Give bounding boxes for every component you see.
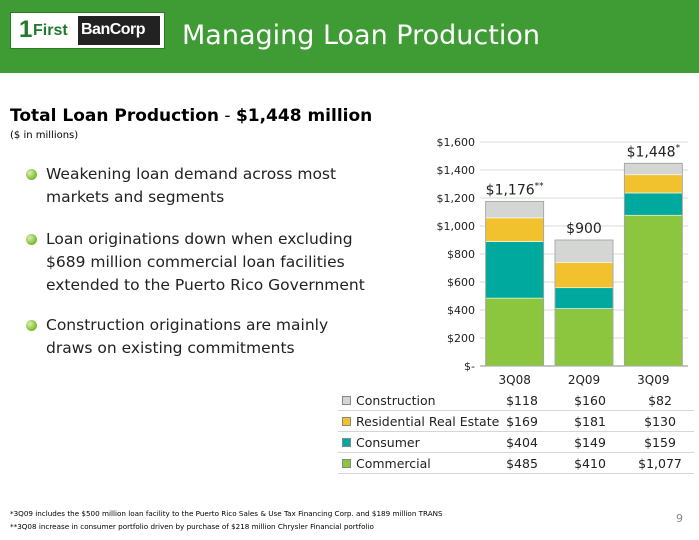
y-tick-label: $200 (447, 332, 475, 345)
logo-bancorp-background (78, 16, 160, 45)
bullet-text: Loan originations down when excluding $6… (46, 230, 365, 294)
table-row-construction: Construction $118 $160 $82 (338, 390, 694, 411)
header-bar: 1 First BanCorp Managing Loan Production (0, 0, 699, 73)
footnote-2: **3Q08 increase in consumer portfolio dr… (10, 522, 374, 531)
bar-outline (554, 239, 614, 367)
x-tick-label: 3Q08 (498, 373, 530, 387)
subtitle-amount: $1,448 million (235, 106, 373, 126)
y-tick-label: $1,600 (437, 136, 476, 149)
loan-production-chart: $- $200 $400 $600 $800 $1,000 $1,200 $1,400 $1,6… (437, 136, 688, 387)
footnote-1: *3Q09 includes the $500 million loan fac… (10, 509, 443, 518)
bar-outline (623, 162, 683, 367)
bar-segment (485, 201, 544, 219)
legend-swatch-consumer (342, 438, 351, 447)
bullet-dot-icon (26, 169, 37, 180)
table-cell: $159 (644, 435, 676, 450)
table-cell: $485 (506, 456, 538, 471)
bar-outline (485, 200, 545, 367)
y-tick-label: $1,200 (437, 192, 476, 205)
table-cell: $160 (574, 393, 606, 408)
row-label: Consumer (356, 435, 420, 450)
row-label: Commercial (356, 456, 431, 471)
table-cell: $149 (574, 435, 606, 450)
units-note: ($ in millions) (10, 130, 79, 141)
table-cell: $118 (506, 393, 538, 408)
bullet-text: Weakening loan demand across most market… (46, 165, 337, 206)
table-row-residential: Residential Real Estate $169 $181 $130 (338, 411, 694, 432)
table-cell: $404 (506, 435, 538, 450)
bar-segment (485, 217, 544, 242)
bullet-dot-icon (26, 320, 37, 331)
subtitle-separator: - (218, 106, 236, 126)
logo-bancorp: BanCorp (81, 21, 146, 38)
legend-swatch-residential (342, 417, 351, 426)
bar-segment (485, 241, 544, 299)
total-label: $1,448* (627, 143, 681, 160)
table-cell: $169 (506, 414, 538, 429)
section-subtitle: Total Loan Production - $1,448 million (10, 106, 372, 126)
y-tick-label: $- (464, 360, 475, 373)
logo-first: First (33, 22, 68, 39)
table-cell: $1,077 (638, 456, 682, 471)
total-label: $900 (566, 221, 602, 237)
bar-segment (624, 162, 683, 176)
subtitle-label: Total Loan Production (10, 106, 219, 126)
page-number: 9 (676, 512, 683, 525)
y-tick-label: $1,000 (437, 220, 476, 233)
table-cell: $410 (574, 456, 606, 471)
bar-segment (554, 308, 614, 367)
y-tick-label: $1,400 (437, 164, 476, 177)
table-row-commercial: Commercial $485 $410 $1,077 (338, 453, 694, 474)
bar-segment (624, 192, 683, 216)
table-row-consumer: Consumer $404 $149 $159 (338, 432, 694, 453)
table-cell: $82 (648, 393, 672, 408)
table-cell: $130 (644, 414, 676, 429)
legend-swatch-construction (342, 396, 351, 405)
x-tick-label: 2Q09 (568, 373, 600, 387)
bar-segment (554, 262, 614, 289)
bullet-text: Construction originations are mainly dra… (46, 316, 329, 357)
y-tick-label: $800 (447, 248, 475, 261)
firstbancorp-logo: 1 First BanCorp (10, 12, 165, 49)
data-table: Construction $118 $160 $82 Residential R… (338, 390, 694, 474)
page-title: Managing Loan Production (182, 20, 540, 51)
bar-segment (554, 239, 614, 263)
table-cell: $181 (574, 414, 606, 429)
logo-one: 1 (19, 16, 33, 43)
y-tick-label: $400 (447, 304, 475, 317)
bar-segment (485, 297, 544, 367)
total-label: $1,176** (486, 181, 545, 198)
row-label: Residential Real Estate (356, 414, 500, 429)
x-tick-label: 3Q09 (637, 373, 669, 387)
row-label: Construction (356, 393, 436, 408)
legend-swatch-commercial (342, 459, 351, 468)
bar-segment (624, 214, 683, 367)
bullet-dot-icon (26, 234, 37, 245)
bar-segment (554, 287, 614, 309)
y-tick-label: $600 (447, 276, 475, 289)
bar-segment (624, 174, 683, 194)
